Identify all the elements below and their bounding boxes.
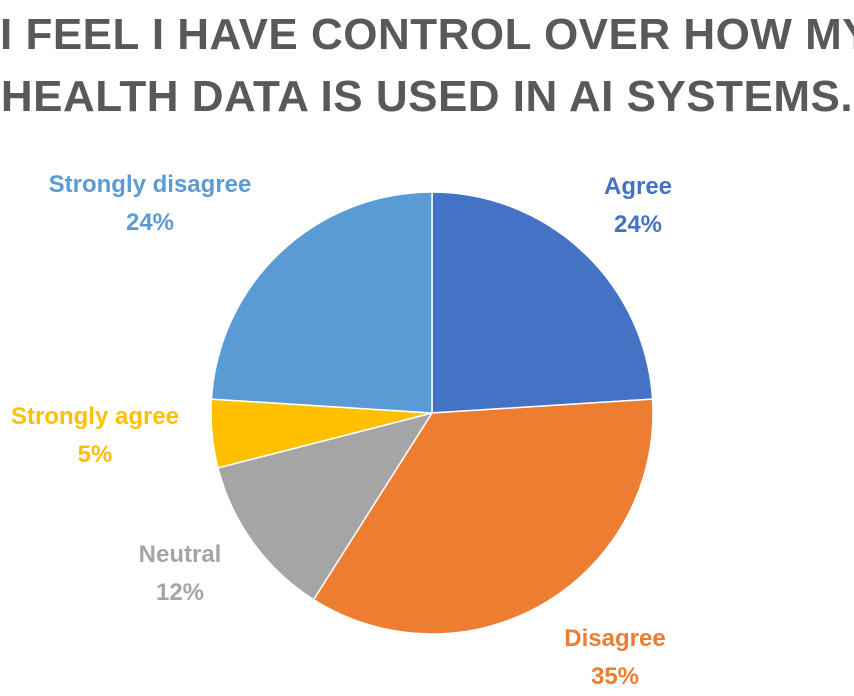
data-label-disagree-name: Disagree [564,625,666,652]
data-label-strongly-disagree: Strongly disagree 24% [30,166,270,242]
chart-title-line-2: HEALTH DATA IS USED IN AI SYSTEMS. [0,72,854,121]
chart-title-line-1: I FEEL I HAVE CONTROL OVER HOW MY [0,10,854,59]
data-label-neutral-value: 12% [155,579,205,606]
pie-slice-agree [431,191,654,414]
data-label-disagree: Disagree 35% [545,620,685,696]
data-label-agree-name: Agree [603,173,673,200]
data-label-strongly-agree-name: Strongly agree [10,403,180,430]
data-label-strongly-agree: Strongly agree 5% [0,398,190,474]
data-label-neutral-name: Neutral [138,541,222,568]
data-label-agree: Agree 24% [588,168,688,244]
data-label-strongly-disagree-name: Strongly disagree [48,171,252,198]
pie-slice-strongly-disagree [210,191,433,414]
data-label-disagree-value: 35% [590,663,640,690]
pie-slice-disagree [312,398,654,635]
data-label-agree-value: 24% [613,211,663,238]
data-label-strongly-disagree-value: 24% [125,209,175,236]
pie-slice-neutral [217,412,433,601]
data-label-neutral: Neutral 12% [120,536,240,612]
pie-slices [210,191,654,635]
chart-title: I FEEL I HAVE CONTROL OVER HOW MY HEALTH… [0,4,854,128]
data-label-strongly-agree-value: 5% [77,441,113,468]
